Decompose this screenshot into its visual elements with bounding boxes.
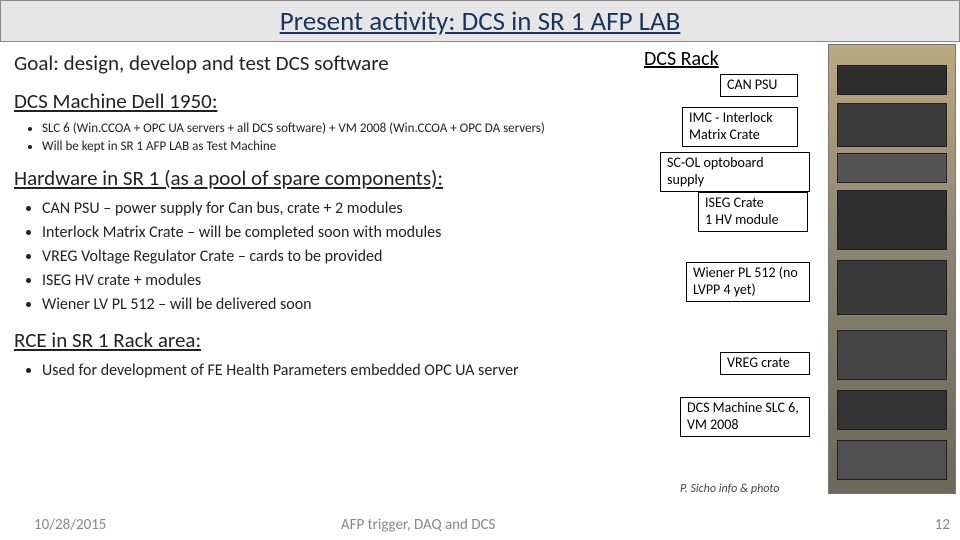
photo-credit: P. Sicho info & photo [680, 482, 779, 496]
list-item: Wiener LV PL 512 – will be delivered soo… [42, 293, 630, 317]
footer-date: 10/28/2015 [34, 516, 106, 534]
callout-imc: IMC - Interlock Matrix Crate [682, 107, 798, 147]
callout-scol: SC-OL optoboard supply [660, 152, 810, 192]
footer: 10/28/2015 AFP trigger, DAQ and DCS 12 [0, 514, 960, 536]
rack-slot [837, 390, 947, 430]
list-item: SLC 6 (Win.CCOA + OPC UA servers + all D… [42, 120, 630, 138]
rack-slot [837, 330, 947, 380]
footer-page: 12 [935, 516, 950, 534]
section2-heading: Hardware in SR 1 (as a pool of spare com… [14, 165, 630, 191]
rack-slot [837, 103, 947, 147]
callout-vreg: VREG crate [720, 352, 810, 375]
rack-label: DCS Rack [644, 47, 719, 71]
section2-bullets: CAN PSU – power supply for Can bus, crat… [14, 197, 630, 317]
section3-bullets: Used for development of FE Health Parame… [14, 359, 630, 383]
list-item: ISEG HV crate + modules [42, 269, 630, 293]
list-item: Used for development of FE Health Parame… [42, 359, 630, 383]
rack-slot [837, 260, 947, 315]
callout-dcs: DCS Machine SLC 6, VM 2008 [680, 397, 810, 437]
section3-heading: RCE in SR 1 Rack area: [14, 327, 630, 353]
callout-wiener: Wiener PL 512 (no LVPP 4 yet) [686, 262, 810, 302]
callout-can-psu: CAN PSU [720, 74, 798, 97]
list-item: Interlock Matrix Crate – will be complet… [42, 221, 630, 245]
list-item: VREG Voltage Regulator Crate – cards to … [42, 245, 630, 269]
rack-photo [828, 44, 956, 494]
slide-title: Present activity: DCS in SR 1 AFP LAB [280, 5, 681, 38]
content-area: Goal: design, develop and test DCS softw… [0, 42, 960, 540]
list-item: Will be kept in SR 1 AFP LAB as Test Mac… [42, 138, 630, 156]
list-item: CAN PSU – power supply for Can bus, crat… [42, 197, 630, 221]
section1-heading: DCS Machine Dell 1950: [14, 88, 630, 114]
slide-title-bar: Present activity: DCS in SR 1 AFP LAB [0, 0, 960, 42]
callout-iseg: ISEG Crate 1 HV module [698, 192, 808, 232]
left-column: Goal: design, develop and test DCS softw… [0, 42, 640, 540]
right-column: DCS Rack CAN PSU IMC - Interlock Matrix … [640, 42, 960, 540]
rack-slot [837, 65, 947, 95]
goal-text: Goal: design, develop and test DCS softw… [14, 50, 630, 76]
section1-bullets: SLC 6 (Win.CCOA + OPC UA servers + all D… [14, 120, 630, 155]
rack-slot [837, 153, 947, 183]
rack-slot [837, 440, 947, 480]
footer-center: AFP trigger, DAQ and DCS [341, 516, 496, 534]
rack-slot [837, 190, 947, 250]
